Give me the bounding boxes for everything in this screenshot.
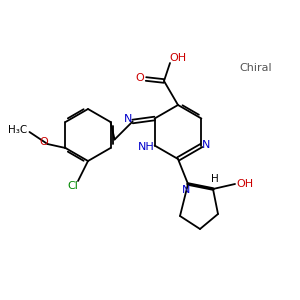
Text: Chiral: Chiral — [240, 63, 272, 73]
Text: O: O — [39, 137, 48, 147]
Text: N: N — [123, 115, 132, 124]
Text: H: H — [211, 174, 219, 184]
Text: OH: OH — [236, 179, 254, 189]
Text: O: O — [136, 73, 144, 83]
Text: N: N — [202, 140, 211, 151]
Text: N: N — [182, 185, 190, 195]
Text: H₃C: H₃C — [8, 125, 27, 135]
Text: NH: NH — [138, 142, 155, 152]
Text: OH: OH — [169, 53, 187, 63]
Text: Cl: Cl — [68, 181, 78, 191]
